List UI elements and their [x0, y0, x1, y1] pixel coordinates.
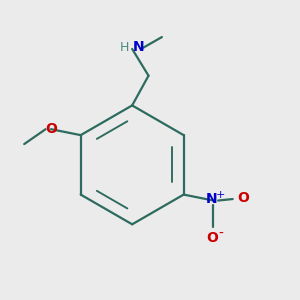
- Text: -: -: [218, 227, 223, 241]
- Text: H: H: [120, 41, 129, 54]
- Text: O: O: [237, 191, 249, 206]
- Text: O: O: [45, 122, 57, 136]
- Text: O: O: [206, 231, 218, 245]
- Text: +: +: [215, 190, 225, 200]
- Text: N: N: [206, 192, 218, 206]
- Text: N: N: [132, 40, 144, 55]
